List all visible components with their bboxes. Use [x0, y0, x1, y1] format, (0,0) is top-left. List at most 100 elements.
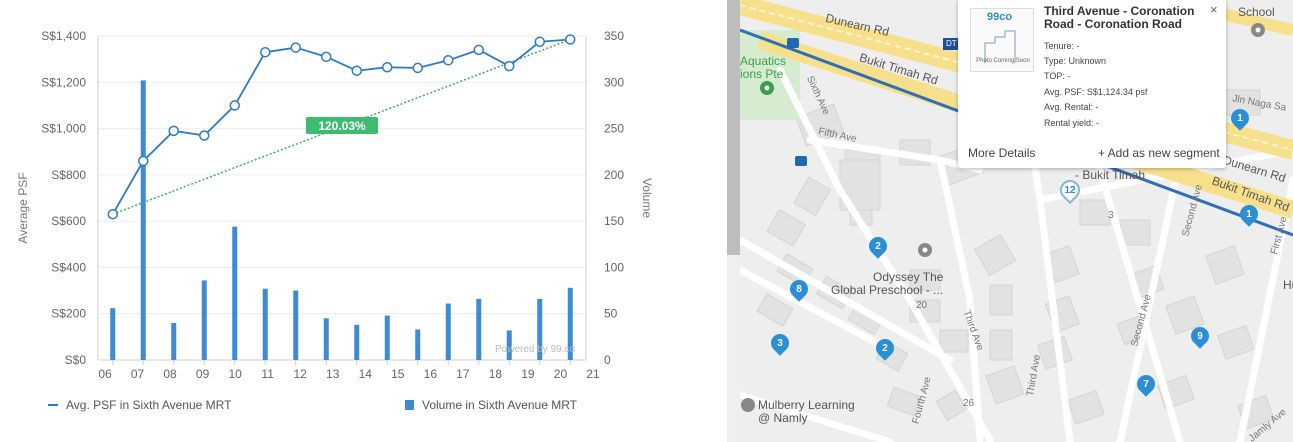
listing-thumbnail: 99co Photo Coming Soon	[970, 8, 1034, 72]
volume-bar	[232, 226, 238, 360]
x-tick-label: 14	[359, 367, 373, 381]
volume-bar	[201, 280, 207, 360]
top-field: TOP: -	[1044, 71, 1071, 81]
rental-yield-field: Rental yield: -	[1044, 118, 1100, 128]
volume-bar	[537, 298, 543, 360]
psf-point	[504, 60, 515, 72]
x-tick-label: 18	[489, 367, 503, 381]
x-tick-label: 16	[424, 367, 438, 381]
add-segment-button[interactable]: + Add as new segment	[1098, 146, 1220, 160]
y-tick-label: S$1,200	[41, 75, 86, 89]
chart-panel: S$0 S$200 S$400 S$600 S$800 S$1,000 S$1,200 S$1…	[0, 29, 727, 422]
psf-volume-chart: S$0 S$200 S$400 S$600 S$800 S$1,000 S$1,200 S$1…	[16, 29, 654, 381]
place-label-school: School	[1238, 5, 1275, 19]
place-label-hu: Hu	[1283, 278, 1293, 292]
listing-pin[interactable]: 7	[1133, 371, 1159, 397]
volume-bar	[323, 318, 329, 360]
y-tick-label: S$0	[65, 353, 87, 367]
psf-point	[229, 100, 240, 111]
place-label-mulberry: Mulberry Learning	[758, 398, 855, 412]
psf-point	[199, 130, 210, 141]
chart-legend: Avg. PSF in Sixth Avenue MRT Volume in S…	[0, 398, 727, 422]
watermark: Powered by 99.co	[495, 344, 575, 355]
x-tick-label: 19	[521, 367, 535, 381]
volume-bar	[567, 287, 573, 360]
listing-pin[interactable]: 1	[1227, 105, 1253, 131]
psf-point	[138, 155, 149, 167]
psf-point	[412, 62, 423, 74]
psf-point	[290, 42, 301, 53]
legend-label-psf: Avg. PSF in Sixth Avenue MRT	[66, 398, 232, 412]
y2-tick-label: 200	[604, 168, 624, 182]
psf-point	[107, 208, 118, 220]
y2-tick-label: 50	[604, 307, 618, 321]
volume-bar	[415, 329, 421, 360]
x-tick-label: 11	[261, 367, 274, 381]
y-tick-label: S$1,000	[41, 122, 86, 136]
growth-badge-label: 120.03%	[318, 119, 366, 133]
y2-tick-label: 350	[604, 29, 624, 43]
volume-bar	[384, 315, 390, 360]
psf-point	[351, 65, 362, 76]
psf-line	[111, 38, 571, 215]
psf-point	[473, 44, 484, 56]
tenure-field: Tenure: -	[1044, 41, 1080, 51]
volume-bar	[262, 288, 268, 360]
place-label-mulberry-2: @ Namly	[758, 411, 808, 425]
house-number: 3	[1108, 210, 1114, 221]
station-code: DT	[946, 39, 957, 48]
growth-badge	[306, 117, 378, 134]
y2-axis-title: Volume	[640, 178, 654, 218]
y2-tick-label: 300	[604, 75, 624, 89]
volume-bar	[293, 290, 299, 360]
type-field: Type: Unknown	[1044, 56, 1107, 66]
scrollbar-thumb[interactable]	[727, 0, 740, 255]
y2-tick-label: 250	[604, 122, 624, 136]
place-label-bukit-timah: - Bukit Timah	[1075, 168, 1146, 182]
listing-pin[interactable]: 2	[872, 335, 898, 361]
x-tick-label: 13	[326, 367, 340, 381]
listing-pin[interactable]: 8	[786, 276, 812, 302]
psf-point	[168, 125, 179, 137]
y2-tick-label: 0	[604, 353, 611, 367]
house-number: 26	[963, 398, 975, 409]
close-icon[interactable]: ×	[1210, 2, 1218, 17]
y-tick-label: S$800	[51, 168, 86, 182]
volume-bar	[140, 80, 146, 360]
listing-pin[interactable]: 2	[865, 233, 891, 259]
legend-bar-swatch	[405, 400, 414, 410]
listing-pin[interactable]: 1	[1236, 201, 1262, 227]
x-tick-label: 10	[228, 367, 242, 381]
listing-info-card: 99co Photo Coming Soon Third Avenue - Co…	[958, 0, 1226, 168]
legend-item-volume[interactable]: Volume in Sixth Avenue MRT	[405, 398, 577, 412]
avg-psf-field: Avg. PSF: S$1,124.34 psf	[1044, 87, 1148, 97]
building-outline-icon	[984, 30, 1016, 63]
y-axis-title: Average PSF	[16, 172, 30, 243]
listing-pin[interactable]: 3	[767, 330, 793, 356]
x-tick-label: 17	[456, 367, 470, 381]
volume-bar	[445, 303, 451, 360]
avg-rental-field: Avg. Rental: -	[1044, 102, 1099, 112]
listing-pin[interactable]: 9	[1187, 323, 1213, 349]
x-tick-label: 08	[163, 367, 177, 381]
legend-line-swatch	[48, 404, 58, 406]
legend-label-volume: Volume in Sixth Avenue MRT	[422, 398, 577, 412]
psf-point	[443, 55, 454, 66]
volume-bar	[506, 330, 512, 360]
psf-point	[382, 61, 393, 73]
x-tick-label: 21	[586, 367, 600, 381]
x-tick-label: 09	[196, 367, 210, 381]
x-tick-label: 12	[294, 367, 308, 381]
more-details-link[interactable]: More Details	[968, 146, 1036, 160]
listing-title: Third Avenue - Coronation Road - Coronat…	[1044, 4, 1195, 31]
brand-logo: 99co	[987, 11, 1013, 23]
place-label-odyssey-2: Global Preschool - ...	[831, 283, 944, 297]
house-number: 20	[916, 300, 928, 311]
y2-tick-label: 150	[604, 214, 624, 228]
y-tick-label: S$1,400	[41, 29, 86, 43]
psf-point	[534, 36, 545, 48]
volume-bar	[476, 298, 482, 360]
place-label-odyssey: Odyssey The	[873, 270, 944, 284]
legend-item-psf[interactable]: Avg. PSF in Sixth Avenue MRT	[48, 398, 231, 412]
y2-tick-label: 100	[604, 260, 624, 274]
